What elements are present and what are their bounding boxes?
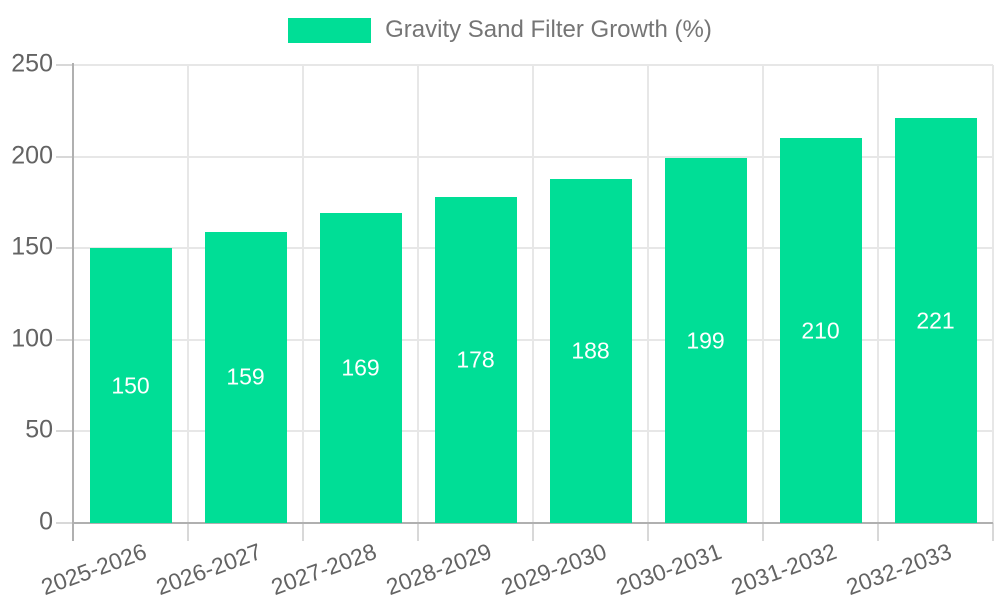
x-axis-line xyxy=(73,522,993,524)
y-axis-tick-label: 250 xyxy=(11,49,53,78)
bar-2026-2027[interactable] xyxy=(204,231,287,523)
y-axis-tick-label: 50 xyxy=(25,415,53,444)
x-gridline xyxy=(302,65,304,523)
x-gridline xyxy=(532,65,534,523)
x-tick-mark xyxy=(877,523,879,541)
x-axis-category-label: 2025-2026 xyxy=(37,538,150,600)
x-axis-category-label: 2026-2027 xyxy=(152,538,265,600)
x-gridline xyxy=(877,65,879,523)
bar-value-label: 199 xyxy=(686,327,725,354)
x-gridline xyxy=(647,65,649,523)
legend-color-swatch xyxy=(288,17,372,43)
x-axis-category-label: 2027-2028 xyxy=(267,538,380,600)
bar-value-label: 210 xyxy=(801,317,840,344)
x-tick-mark xyxy=(647,523,649,541)
x-axis-category-label: 2031-2032 xyxy=(727,538,840,600)
bar-2032-2033[interactable] xyxy=(894,118,977,523)
y-tick-mark xyxy=(56,247,73,250)
y-axis-line xyxy=(72,63,74,523)
bar-2027-2028[interactable] xyxy=(319,213,402,523)
x-gridline xyxy=(187,65,189,523)
x-tick-mark xyxy=(302,523,304,541)
y-axis-tick-label: 0 xyxy=(39,507,53,536)
x-gridline xyxy=(417,65,419,523)
y-axis-tick-label: 100 xyxy=(11,324,53,353)
x-axis-category-label: 2028-2029 xyxy=(382,538,495,600)
y-tick-mark xyxy=(56,338,73,341)
bar-2030-2031[interactable] xyxy=(664,158,747,523)
x-tick-mark xyxy=(72,523,74,541)
x-gridline xyxy=(762,65,764,523)
x-tick-mark xyxy=(187,523,189,541)
bar-value-label: 169 xyxy=(341,354,380,381)
legend-item[interactable]: Gravity Sand Filter Growth (%) xyxy=(0,16,1000,44)
x-axis-category-label: 2030-2031 xyxy=(612,538,725,600)
y-axis-tick-label: 200 xyxy=(11,140,53,169)
y-tick-mark xyxy=(56,155,73,158)
x-tick-mark xyxy=(532,523,534,541)
x-axis-category-label: 2029-2030 xyxy=(497,538,610,600)
bar-value-label: 159 xyxy=(226,363,265,390)
x-tick-mark xyxy=(992,523,994,541)
y-tick-mark xyxy=(56,430,73,433)
legend-label: Gravity Sand Filter Growth (%) xyxy=(385,16,712,43)
bar-value-label: 178 xyxy=(456,346,495,373)
x-gridline xyxy=(992,65,994,523)
bar-2031-2032[interactable] xyxy=(779,138,862,523)
bar-value-label: 221 xyxy=(916,307,955,334)
bar-value-label: 188 xyxy=(571,337,610,364)
bar-2025-2026[interactable] xyxy=(89,248,172,523)
bar-2029-2030[interactable] xyxy=(549,178,632,523)
y-axis-tick-label: 150 xyxy=(11,232,53,261)
y-tick-mark xyxy=(56,64,73,66)
x-tick-mark xyxy=(417,523,419,541)
bar-2028-2029[interactable] xyxy=(434,196,517,523)
y-tick-mark xyxy=(56,522,73,524)
x-tick-mark xyxy=(762,523,764,541)
bar-value-label: 150 xyxy=(111,372,150,399)
x-axis-category-label: 2032-2033 xyxy=(842,538,955,600)
